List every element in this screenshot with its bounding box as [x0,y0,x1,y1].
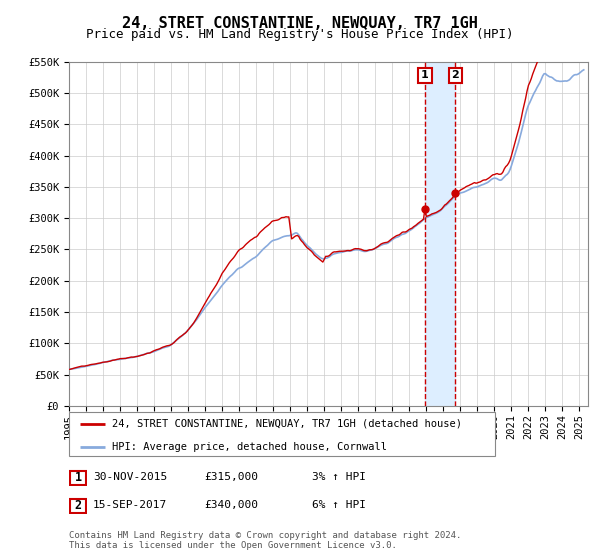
Text: Contains HM Land Registry data © Crown copyright and database right 2024.: Contains HM Land Registry data © Crown c… [69,531,461,540]
Text: 24, STRET CONSTANTINE, NEWQUAY, TR7 1GH (detached house): 24, STRET CONSTANTINE, NEWQUAY, TR7 1GH … [112,419,461,429]
Text: £315,000: £315,000 [204,472,258,482]
Text: 2: 2 [74,499,82,512]
Text: 1: 1 [74,471,82,484]
Text: £340,000: £340,000 [204,500,258,510]
Text: HPI: Average price, detached house, Cornwall: HPI: Average price, detached house, Corn… [112,441,386,451]
Text: 3% ↑ HPI: 3% ↑ HPI [312,472,366,482]
Bar [70,470,86,485]
Text: 15-SEP-2017: 15-SEP-2017 [93,500,167,510]
Text: 30-NOV-2015: 30-NOV-2015 [93,472,167,482]
Bar [70,498,86,513]
Text: 6% ↑ HPI: 6% ↑ HPI [312,500,366,510]
Text: 24, STRET CONSTANTINE, NEWQUAY, TR7 1GH: 24, STRET CONSTANTINE, NEWQUAY, TR7 1GH [122,16,478,31]
Text: 2: 2 [452,71,459,81]
Text: This data is licensed under the Open Government Licence v3.0.: This data is licensed under the Open Gov… [69,541,397,550]
Text: 1: 1 [421,71,429,81]
Bar [425,62,455,406]
Text: Price paid vs. HM Land Registry's House Price Index (HPI): Price paid vs. HM Land Registry's House … [86,28,514,41]
